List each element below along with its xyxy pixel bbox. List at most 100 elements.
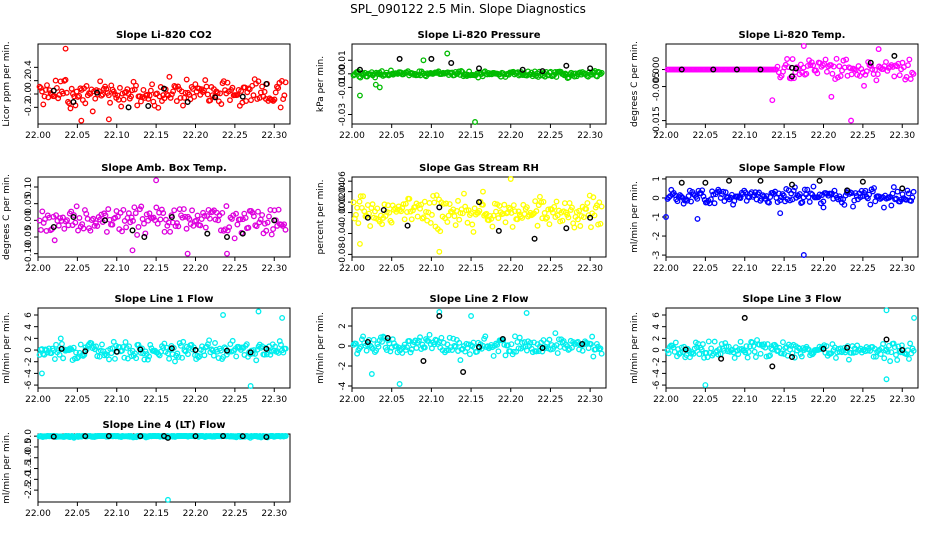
y-axis-label: percent per min. [316, 180, 326, 255]
y-tick-label: 0.05 [24, 194, 34, 214]
data-point-highlight [883, 336, 890, 343]
data-point [201, 213, 208, 219]
data-point [546, 221, 553, 228]
data-point [677, 349, 684, 356]
data-point [566, 200, 573, 207]
data-point [396, 381, 403, 387]
chart-panel-10: Slope Line 4 (LT) Flow 22.00 22.05 22.10 22.… [2, 420, 291, 519]
data-point-highlight [239, 433, 246, 440]
data-point-highlight [364, 214, 371, 221]
y-tick-label: 0.4 [24, 60, 34, 75]
data-point [279, 314, 286, 321]
y-tick-label: -0.5 [24, 438, 34, 456]
x-tick-label: 22.30 [889, 395, 915, 405]
y-tick-label: 0.2 [24, 74, 34, 88]
data-point [59, 214, 66, 221]
data-point-highlight [789, 354, 796, 361]
data-point [457, 357, 464, 364]
data-point [242, 214, 249, 221]
x-tick-label: 22.10 [104, 131, 130, 141]
data-point [180, 102, 186, 109]
data-point [463, 207, 470, 214]
data-point [38, 370, 45, 377]
data-point [829, 70, 836, 77]
data-point [584, 200, 591, 207]
data-point-highlight [726, 177, 733, 184]
data-point [777, 210, 784, 217]
data-point [910, 347, 917, 354]
data-point [360, 333, 367, 340]
data-point [907, 340, 914, 347]
data-point [470, 228, 477, 235]
data-point [73, 349, 80, 356]
data-point [206, 215, 213, 222]
data-point [810, 183, 817, 190]
data-point [750, 343, 757, 349]
data-point [446, 334, 453, 341]
data-point [909, 194, 916, 201]
data-point [212, 340, 218, 346]
data-point [577, 223, 584, 229]
data-point [680, 200, 687, 207]
data-point [820, 204, 827, 211]
data-point [468, 313, 475, 319]
data-point [791, 354, 798, 361]
x-tick-label: 22.00 [653, 131, 679, 141]
data-point [707, 196, 714, 203]
data-point [780, 339, 786, 346]
data-point-highlight [757, 66, 764, 73]
y-tick-label: -3 [652, 251, 662, 260]
data-point-highlight [50, 223, 57, 230]
data-point [44, 82, 50, 89]
data-point [908, 198, 915, 204]
chart-panel-5: Slope Gas Stream RH 22.00 22.05 22.10 22.15 2… [316, 163, 607, 274]
data-point [350, 199, 357, 206]
y-tick-label: 0.000 [652, 56, 662, 82]
y-tick-label: -1.5 [24, 460, 34, 478]
data-point [444, 219, 451, 225]
x-tick-label: 22.30 [577, 131, 603, 141]
data-point [569, 204, 575, 211]
data-point [698, 346, 705, 353]
y-tick-label: -2.5 [24, 481, 34, 499]
data-point-highlight [420, 358, 427, 365]
data-point [852, 190, 859, 197]
data-point-highlight [741, 314, 748, 321]
x-tick-label: 22.30 [889, 264, 915, 274]
data-point [376, 84, 383, 91]
data-point [663, 214, 669, 220]
data-point [446, 201, 453, 208]
data-point [421, 198, 428, 205]
y-tick-label: 2 [24, 335, 34, 341]
data-point-highlight [718, 355, 725, 362]
data-point [767, 352, 773, 359]
data-point [404, 209, 410, 215]
data-point [819, 62, 826, 69]
data-point [202, 77, 209, 84]
data-point [910, 70, 917, 77]
data-point [588, 224, 594, 231]
data-point [504, 342, 511, 349]
x-tick-label: 22.20 [811, 264, 837, 274]
data-point [402, 200, 409, 207]
data-point [277, 104, 284, 111]
data-point [461, 190, 467, 197]
data-point [502, 352, 509, 359]
data-point [93, 343, 100, 350]
x-tick-label: 22.05 [379, 395, 405, 405]
data-point [125, 210, 132, 217]
data-point [590, 194, 597, 201]
data-point [546, 336, 553, 343]
data-point [887, 358, 894, 365]
data-point [835, 345, 842, 352]
data-point [735, 351, 742, 358]
data-point [261, 88, 268, 95]
data-point [166, 355, 173, 362]
data-point [375, 343, 382, 350]
data-point [866, 191, 873, 198]
data-point [889, 190, 896, 197]
x-tick-label: 22.20 [183, 264, 209, 274]
data-point [135, 341, 142, 348]
data-point [197, 222, 204, 229]
data-point [590, 353, 597, 360]
